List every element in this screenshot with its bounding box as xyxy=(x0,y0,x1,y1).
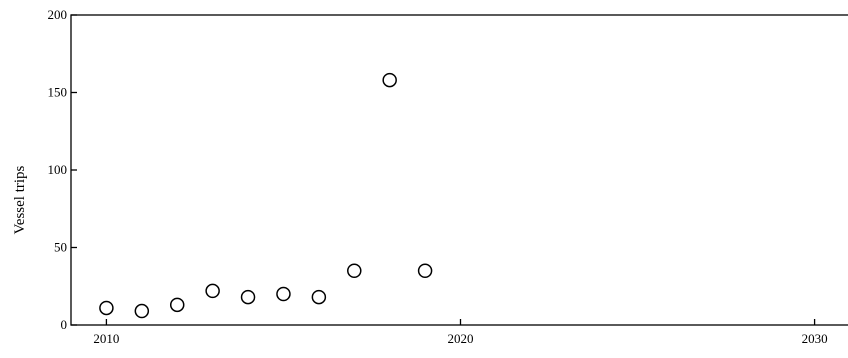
plot-frame xyxy=(70,14,848,326)
y-tick-label: 100 xyxy=(48,162,68,177)
x-axis: 2010 2020 2030 xyxy=(93,319,828,346)
data-point xyxy=(347,263,362,278)
data-point xyxy=(382,72,397,88)
data-point xyxy=(417,263,433,278)
data-point xyxy=(240,289,256,305)
data-point xyxy=(311,289,327,305)
y-axis: 0 50 100 150 200 xyxy=(48,7,77,332)
y-tick-label: 150 xyxy=(48,85,68,100)
x-tick-label: 2010 xyxy=(93,331,119,346)
x-tick-label: 2030 xyxy=(802,331,828,346)
y-tick-label: 200 xyxy=(48,7,68,22)
data-point xyxy=(276,286,291,302)
data-point xyxy=(205,283,220,299)
data-points xyxy=(99,72,433,319)
data-point xyxy=(99,300,114,316)
y-axis-title: Vessel trips xyxy=(12,165,28,234)
plot-border xyxy=(70,14,848,326)
y-tick-label: 0 xyxy=(61,317,68,332)
data-point xyxy=(134,303,150,319)
x-tick-label: 2020 xyxy=(448,331,474,346)
y-tick-label: 50 xyxy=(54,240,67,255)
data-point xyxy=(169,297,185,313)
